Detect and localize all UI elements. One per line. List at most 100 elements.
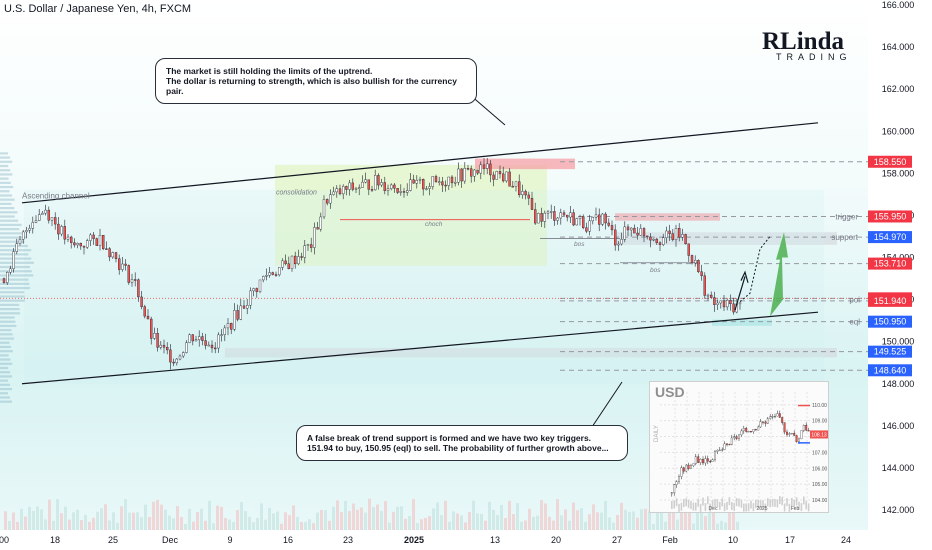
- y-tick-label: 158.000: [882, 168, 915, 178]
- candle-body: [518, 181, 521, 196]
- candle-body: [38, 214, 41, 221]
- volume-bar: [528, 508, 531, 530]
- candle-body: [130, 279, 134, 283]
- volume-profile-bar: [0, 371, 11, 374]
- inset-volume-bar: [745, 503, 747, 512]
- inset-volume-bar: [690, 500, 692, 509]
- inset-candle-body: [778, 413, 781, 418]
- volume-profile-bar: [0, 202, 12, 205]
- candle-body: [649, 236, 652, 241]
- inset-candle-body: [699, 459, 702, 463]
- volume-bar: [464, 522, 467, 530]
- volume-bar: [276, 511, 279, 530]
- analysis-note-bottom[interactable]: A false break of trend support is formed…: [296, 425, 628, 461]
- volume-profile-bar: [0, 236, 27, 239]
- volume-bar: [108, 520, 111, 530]
- candle-body: [479, 164, 482, 174]
- volume-bar: [296, 517, 299, 530]
- candle-body: [652, 238, 655, 241]
- volume-bar: [584, 521, 587, 530]
- y-tick-label: 146.000: [882, 421, 915, 431]
- brand-logo: RLinda TRADING: [762, 28, 852, 62]
- volume-bar: [636, 517, 639, 530]
- inset-volume-bar: [721, 498, 723, 507]
- candle-body: [108, 248, 111, 258]
- volume-profile-bar: [0, 392, 9, 395]
- label-choch: choch: [425, 221, 443, 228]
- inset-volume-bar: [803, 496, 805, 505]
- volume-profile-bar: [0, 185, 14, 189]
- volume-bar: [260, 503, 263, 530]
- candle-body: [524, 191, 527, 196]
- candle-body: [502, 173, 505, 182]
- inset-candle-body: [786, 431, 788, 435]
- volume-bar: [284, 512, 287, 530]
- candle-body: [553, 211, 556, 221]
- volume-bar: [200, 508, 203, 530]
- demand-zone-low: [225, 347, 837, 358]
- candle-body: [550, 211, 553, 213]
- candle-body: [310, 244, 313, 248]
- volume-bar: [500, 504, 503, 530]
- inset-candle-body: [769, 416, 772, 419]
- volume-bar: [28, 506, 31, 530]
- inset-volume-bar: [671, 500, 673, 509]
- volume-profile-bar: [0, 400, 13, 403]
- candle-body: [626, 226, 630, 231]
- candle-body: [604, 213, 607, 224]
- volume-profile-bar: [0, 211, 18, 214]
- volume-profile-bar: [0, 341, 10, 344]
- candle-body: [409, 179, 412, 191]
- inset-x-tick: 2025: [756, 506, 767, 512]
- inset-volume-bar: [743, 503, 745, 512]
- inset-volume-bar: [783, 503, 786, 512]
- volume-bar: [476, 513, 479, 530]
- volume-bar: [244, 511, 247, 530]
- volume-profile-bar: [0, 337, 15, 340]
- candle-body: [290, 255, 294, 269]
- inset-x-tick: Dec: [709, 506, 718, 512]
- volume-bar: [24, 516, 27, 530]
- candle-body: [476, 169, 479, 174]
- volume-bar: [192, 521, 195, 530]
- inset-candle-body: [721, 449, 724, 451]
- inset-candle-body: [709, 461, 712, 463]
- volume-bar: [128, 512, 131, 530]
- candle-body: [374, 175, 377, 191]
- candle-body: [527, 194, 530, 199]
- volume-profile-bar: [0, 164, 9, 168]
- supply-zone-top: [475, 158, 575, 170]
- candle-body: [348, 182, 351, 190]
- time-axis-bg: [0, 530, 932, 550]
- inset-candle-body: [718, 449, 721, 451]
- candle-body: [332, 191, 335, 195]
- candle-body: [562, 212, 566, 216]
- analysis-note-top[interactable]: The market is still holding the limits o…: [155, 58, 477, 104]
- candle-body: [710, 294, 713, 298]
- price-tag-label: 149.525: [874, 347, 907, 357]
- inset-volume-bar: [764, 503, 767, 512]
- inset-candle-body: [675, 481, 678, 485]
- candle-body: [249, 290, 252, 306]
- inset-volume-bar: [776, 499, 779, 508]
- candle-body: [425, 188, 428, 190]
- volume-bar: [704, 516, 707, 530]
- inset-candle-body: [754, 428, 757, 431]
- candle-body: [588, 220, 591, 232]
- inset-y-tick: 104.00: [812, 498, 828, 504]
- volume-bar: [60, 513, 63, 530]
- candle-body: [121, 263, 124, 270]
- candle-body: [633, 227, 636, 234]
- inset-x-tick: Feb: [791, 506, 800, 512]
- volume-profile-bar: [0, 181, 11, 184]
- candle-body: [463, 168, 466, 182]
- candle-body: [18, 239, 22, 244]
- candle-body: [687, 243, 690, 256]
- channel-upper-line: [21, 122, 819, 204]
- price-tag: [868, 294, 912, 307]
- price-tag-label: 153.710: [874, 259, 907, 269]
- volume-bar: [332, 506, 335, 530]
- inset-volume-bar: [759, 500, 762, 509]
- volume-bar: [736, 521, 739, 530]
